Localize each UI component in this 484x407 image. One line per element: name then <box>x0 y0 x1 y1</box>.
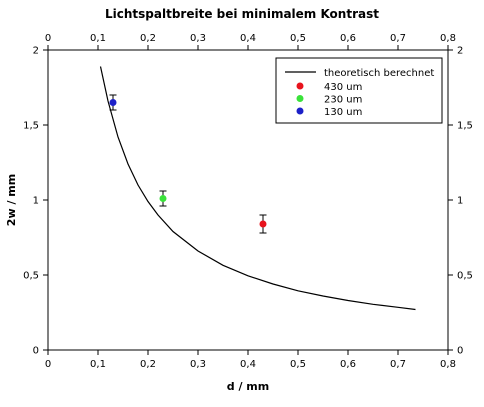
x-tick-label-top: 0,5 <box>290 33 306 44</box>
y-tick-label-right: 0 <box>457 346 463 357</box>
data-point <box>260 221 267 228</box>
x-tick-label-bottom: 0,8 <box>440 359 456 370</box>
x-tick-label-top: 0 <box>45 33 51 44</box>
legend-label-230: 230 um <box>324 95 362 106</box>
x-tick-label-top: 0,2 <box>140 33 156 44</box>
legend-marker-430 <box>297 83 304 90</box>
x-tick-label-bottom: 0,1 <box>90 359 106 370</box>
y-tick-label-right: 0,5 <box>457 271 473 282</box>
legend-label-130: 130 um <box>324 107 362 118</box>
data-point <box>110 99 117 106</box>
legend-label-430: 430 um <box>324 82 362 93</box>
x-tick-label-top: 0,6 <box>340 33 356 44</box>
x-tick-label-top: 0,8 <box>440 33 456 44</box>
y-tick-label-right: 2 <box>457 46 463 57</box>
x-axis-title: d / mm <box>227 380 269 393</box>
x-tick-label-top: 0,1 <box>90 33 106 44</box>
x-tick-label-bottom: 0 <box>45 359 51 370</box>
y-tick-label-right: 1,5 <box>457 121 473 132</box>
x-tick-label-top: 0,4 <box>240 33 256 44</box>
legend-curve-label: theoretisch berechnet <box>324 68 434 79</box>
x-tick-label-top: 0,7 <box>390 33 406 44</box>
y-tick-label-left: 1,5 <box>23 121 39 132</box>
chart-title: Lichtspaltbreite bei minimalem Kontrast <box>105 7 379 21</box>
x-tick-label-bottom: 0,7 <box>390 359 406 370</box>
x-tick-label-bottom: 0,4 <box>240 359 256 370</box>
legend: theoretisch berechnet 430 um 230 um 130 … <box>276 58 442 123</box>
y-axis-title: 2w / mm <box>5 174 18 226</box>
y-tick-label-left: 0 <box>33 346 39 357</box>
x-tick-label-bottom: 0,6 <box>340 359 356 370</box>
y-tick-label-right: 1 <box>457 196 463 207</box>
x-tick-label-top: 0,3 <box>190 33 206 44</box>
data-point <box>160 195 167 202</box>
x-tick-label-bottom: 0,5 <box>290 359 306 370</box>
y-tick-label-left: 0,5 <box>23 271 39 282</box>
x-tick-label-bottom: 0,3 <box>190 359 206 370</box>
x-tick-label-bottom: 0,2 <box>140 359 156 370</box>
y-tick-label-left: 2 <box>33 46 39 57</box>
legend-marker-230 <box>297 95 304 102</box>
legend-marker-130 <box>297 108 304 115</box>
y-tick-label-left: 1 <box>33 196 39 207</box>
